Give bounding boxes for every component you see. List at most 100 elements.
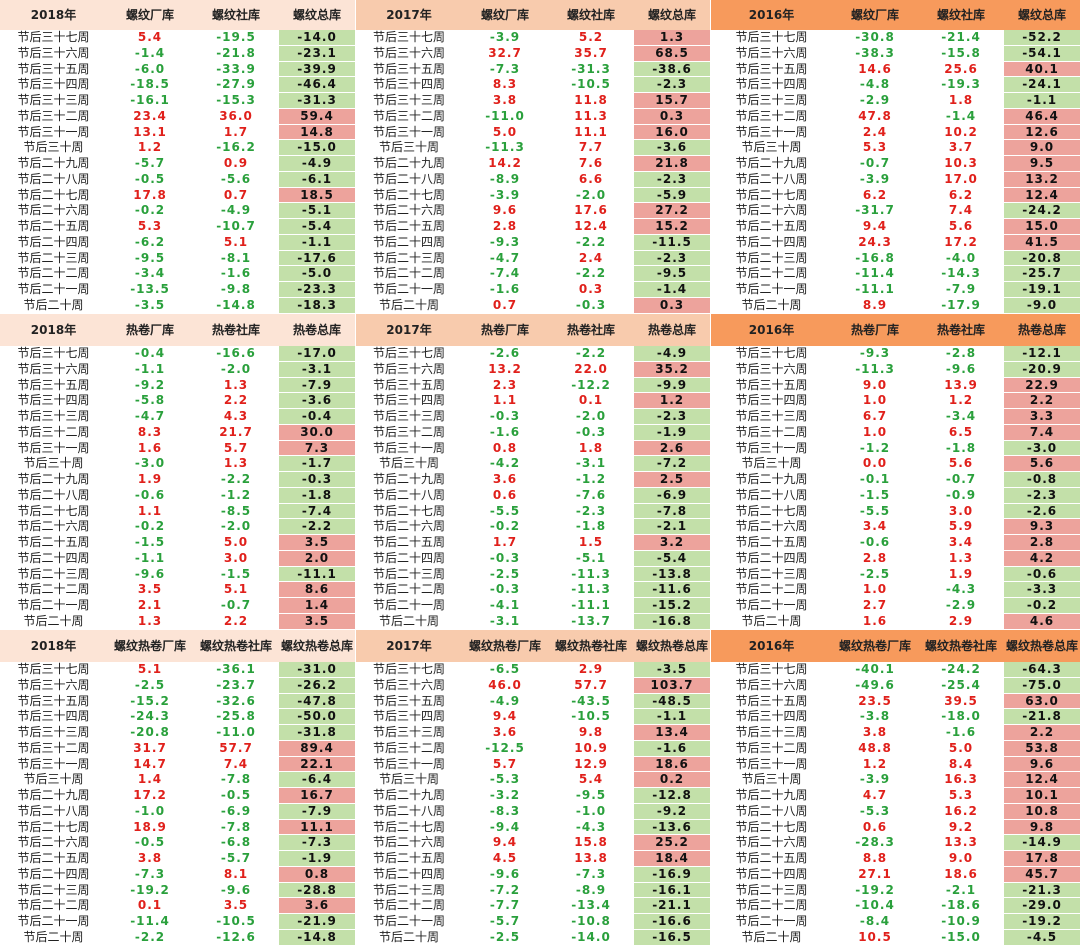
header-cell: 热卷厂库	[850, 322, 899, 337]
cell-value: 5.3	[137, 219, 163, 233]
cell-value: 27.2	[634, 203, 710, 219]
cell-value: -8.9	[575, 882, 607, 897]
row-label: 节后二十七周	[735, 187, 808, 202]
cell-value: -2.6	[1004, 503, 1080, 520]
row-label: 节后二十九周	[735, 788, 808, 802]
cell-value: 59.4	[279, 108, 355, 125]
cell-value: -10.7	[216, 219, 256, 233]
table-row: 节后二十二周 -7.7 -13.4 -21.1	[356, 898, 710, 914]
cell-value: 1.0	[862, 582, 888, 597]
cell-value: -11.3	[571, 582, 611, 597]
table-row: 节后三十二周 47.8 -1.4 46.4	[711, 108, 1080, 125]
table-row: 节后三十周 -5.3 5.4 0.2	[356, 772, 710, 788]
cell-value: -12.2	[571, 377, 611, 392]
cell-value: -2.3	[575, 503, 607, 518]
cell-value: -19.2	[130, 882, 170, 897]
cell-value: -7.8	[634, 503, 710, 520]
table-row: 节后二十六周 9.6 17.6 27.2	[356, 203, 710, 219]
table-row: 节后三十一周 2.4 10.2 12.6	[711, 124, 1080, 141]
cell-value: 9.8	[578, 725, 604, 739]
cell-value: -3.1	[489, 613, 521, 628]
cell-value: 0.6	[492, 487, 518, 502]
header-cell: 螺纹热卷厂库	[113, 638, 186, 653]
table-row: 节后二十四周 -0.3 -5.1 -5.4	[356, 550, 710, 567]
table-header: 2016年 螺纹厂库 螺纹社库 螺纹总库	[711, 0, 1080, 30]
cell-value: -4.0	[945, 250, 977, 265]
cell-value: -9.8	[220, 282, 252, 296]
row-label: 节后二十九周	[372, 472, 445, 486]
cell-value: -11.4	[130, 914, 170, 928]
cell-value: 16.7	[279, 788, 355, 804]
cell-value: -6.4	[279, 772, 355, 788]
cell-value: 35.2	[634, 361, 710, 378]
row-label: 节后三十二周	[735, 108, 808, 123]
cell-value: 13.3	[944, 835, 978, 850]
cell-value: 3.5	[279, 613, 355, 630]
cell-value: 4.3	[223, 409, 249, 423]
header-cell: 2017年	[386, 7, 432, 22]
table-row: 节后二十八周 -8.3 -1.0 -9.2	[356, 803, 710, 820]
row-label: 节后二十九周	[735, 472, 808, 486]
cell-value: -5.9	[634, 187, 710, 204]
row-label: 节后二十四周	[17, 550, 90, 565]
row-label: 节后二十三周	[17, 566, 90, 581]
table-row: 节后三十五周 -15.2 -32.6 -47.8	[0, 693, 355, 710]
row-label: 节后三十一周	[372, 124, 445, 139]
cell-value: -15.0	[279, 140, 355, 156]
header-cell: 螺纹热卷社库	[924, 638, 997, 653]
row-label: 节后三十四周	[17, 393, 90, 408]
cell-value: -4.3	[575, 819, 607, 834]
table-row: 节后三十周 5.3 3.7 9.0	[711, 140, 1080, 156]
cell-value: -14.8	[279, 929, 355, 946]
row-label: 节后二十一周	[17, 282, 90, 296]
cell-value: 6.2	[948, 187, 974, 202]
cell-value: 1.4	[137, 772, 163, 787]
cell-value: 9.6	[1004, 756, 1080, 773]
cell-value: -39.9	[279, 61, 355, 78]
cell-value: 1.3	[137, 613, 163, 628]
cell-value: 9.6	[492, 203, 518, 218]
cell-value: -4.7	[134, 409, 166, 423]
table-row: 节后二十四周 -9.3 -2.2 -11.5	[356, 234, 710, 251]
cell-value: 15.0	[1004, 219, 1080, 235]
cell-value: 1.6	[137, 440, 163, 455]
cell-value: -1.1	[134, 361, 166, 376]
header-cell: 热卷总库	[1017, 322, 1066, 337]
cell-value: 0.3	[634, 297, 710, 314]
cell-value: 12.4	[1004, 187, 1080, 204]
table-row: 节后三十六周 -11.3 -9.6 -20.9	[711, 361, 1080, 378]
table-row: 节后二十四周 -1.1 3.0 2.0	[0, 550, 355, 567]
cell-value: 0.7	[223, 187, 249, 202]
table-row: 节后三十三周 3.8 11.8 15.7	[356, 93, 710, 109]
cell-value: -4.7	[489, 250, 521, 265]
row-label: 节后二十七周	[17, 819, 90, 834]
cell-value: -6.8	[220, 835, 252, 850]
cell-value: -9.3	[859, 346, 891, 360]
cell-value: 14.8	[279, 124, 355, 141]
row-label: 节后二十四周	[17, 866, 90, 881]
row-label: 节后二十七周	[735, 503, 808, 518]
table-row: 节后二十四周 27.1 18.6 45.7	[711, 866, 1080, 883]
cell-value: -2.2	[575, 266, 607, 281]
cell-value: 1.3	[948, 550, 974, 565]
cell-value: -9.6	[945, 361, 977, 376]
cell-value: -11.0	[485, 108, 525, 123]
table-row: 节后三十七周 -3.9 5.2 1.3	[356, 30, 710, 46]
cell-value: 1.2	[862, 756, 888, 771]
cell-value: -1.6	[945, 725, 977, 739]
row-label: 节后二十五周	[735, 535, 808, 549]
table-row: 节后三十三周 -0.3 -2.0 -2.3	[356, 409, 710, 425]
cell-value: -16.1	[634, 882, 710, 899]
cell-value: 2.2	[223, 393, 249, 408]
cell-value: -11.6	[634, 582, 710, 598]
cell-value: 17.8	[1004, 851, 1080, 867]
cell-value: -13.6	[634, 819, 710, 836]
header-cell: 2018年	[30, 7, 77, 22]
cell-value: 2.2	[1004, 725, 1080, 741]
cell-value: -3.9	[859, 772, 891, 787]
cell-value: -7.4	[279, 503, 355, 520]
row-label: 节后三十三周	[735, 93, 808, 107]
cell-value: 6.7	[862, 409, 888, 423]
cell-value: 3.8	[137, 851, 163, 865]
row-label: 节后二十七周	[372, 187, 445, 202]
